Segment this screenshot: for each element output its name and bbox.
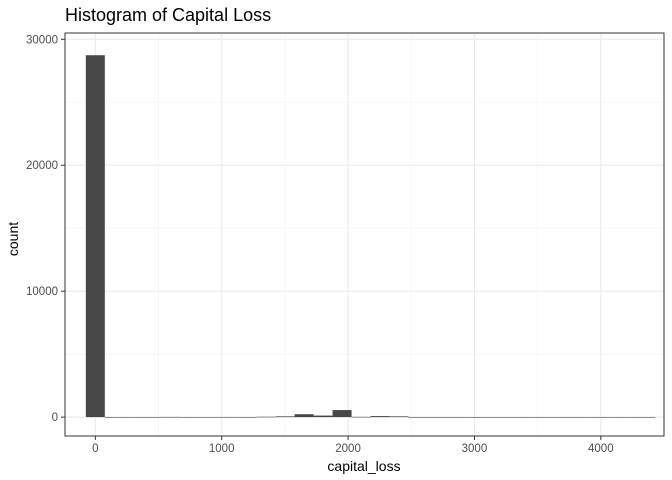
- histogram-bar: [256, 416, 276, 418]
- y-tick-label: 20000: [26, 160, 58, 172]
- histogram-bar: [142, 417, 162, 418]
- x-axis-title: capital_loss: [327, 458, 400, 474]
- histogram-bar: [522, 417, 542, 418]
- histogram-bar: [104, 417, 124, 418]
- histogram-bar: [351, 416, 371, 418]
- histogram-bar: [123, 417, 143, 418]
- histogram-bar: [636, 417, 656, 418]
- histogram-bar: [465, 417, 485, 418]
- histogram-bar: [313, 415, 333, 418]
- histogram-bar: [446, 417, 466, 418]
- histogram-bar: [484, 417, 504, 418]
- x-tick-label: 4000: [588, 443, 614, 455]
- x-tick-label: 1000: [209, 443, 235, 455]
- histogram-bar: [389, 416, 409, 418]
- histogram-bar: [180, 417, 200, 418]
- histogram-bar: [408, 417, 428, 418]
- y-tick-label: 30000: [26, 34, 58, 46]
- y-tick-label: 10000: [26, 286, 58, 298]
- histogram-bar: [332, 410, 352, 418]
- histogram-bar: [560, 417, 580, 418]
- histogram-bar: [294, 414, 314, 418]
- histogram-bar: [370, 416, 390, 418]
- histogram-bar: [598, 417, 618, 418]
- histogram-bar: [218, 416, 238, 418]
- histogram-bars: [85, 55, 656, 418]
- chart-title: Histogram of Capital Loss: [65, 5, 271, 25]
- histogram-bar: [275, 416, 295, 418]
- histogram-bar: [427, 417, 447, 418]
- panel-border: [64, 32, 665, 437]
- y-axis-ticks: 0 10000 20000 30000: [26, 34, 65, 424]
- y-axis-title: count: [5, 222, 21, 256]
- histogram-bar: [579, 417, 599, 418]
- histogram-bar: [199, 417, 219, 418]
- x-tick-label: 0: [92, 443, 98, 455]
- x-tick-label: 2000: [335, 443, 361, 455]
- grid-lines: [65, 33, 664, 436]
- histogram-bar: [617, 417, 637, 418]
- histogram-bar: [161, 416, 181, 418]
- y-tick-label: 0: [52, 412, 58, 424]
- x-axis-ticks: 0 1000 2000 3000 4000: [92, 436, 614, 455]
- histogram-bar: [541, 417, 561, 418]
- histogram-bar: [237, 417, 257, 418]
- histogram-bar: [503, 417, 523, 418]
- x-tick-label: 3000: [462, 443, 488, 455]
- histogram-bar: [85, 55, 105, 418]
